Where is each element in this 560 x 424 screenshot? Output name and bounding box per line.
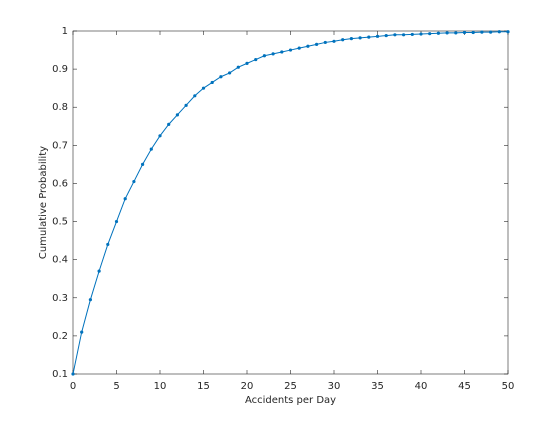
x-tick-label: 15 xyxy=(197,381,210,392)
point xyxy=(158,134,162,138)
y-tick-label: 0.1 xyxy=(52,369,68,380)
point xyxy=(210,80,214,85)
point xyxy=(254,57,258,62)
point xyxy=(506,30,510,34)
y-tick-label: 0.5 xyxy=(52,217,68,228)
y-tick-label: 0.3 xyxy=(52,293,68,304)
point xyxy=(471,30,475,35)
point xyxy=(419,32,423,36)
x-tick-label: 25 xyxy=(284,381,297,392)
x-tick-label: 0 xyxy=(70,381,76,392)
point xyxy=(393,33,397,37)
point xyxy=(375,34,380,38)
y-tick-label: 1 xyxy=(62,26,68,37)
y-tick-label: 0.7 xyxy=(52,140,68,151)
point xyxy=(315,42,319,46)
point xyxy=(497,30,501,34)
point xyxy=(323,40,327,45)
point xyxy=(297,46,301,50)
x-axis-label: Accidents per Day xyxy=(245,395,336,406)
point xyxy=(480,30,484,34)
point xyxy=(123,197,127,201)
point xyxy=(367,35,371,39)
point xyxy=(71,372,75,376)
point xyxy=(114,219,119,224)
point xyxy=(228,71,232,75)
x-tick-label: 40 xyxy=(415,381,428,392)
point xyxy=(428,32,432,36)
point xyxy=(88,298,92,302)
point xyxy=(106,242,110,247)
x-tick-label: 10 xyxy=(154,381,167,392)
point xyxy=(149,147,153,151)
point xyxy=(219,75,223,79)
point xyxy=(436,31,440,35)
point xyxy=(262,54,266,58)
point xyxy=(341,38,345,42)
x-tick-label: 5 xyxy=(113,381,119,392)
point xyxy=(80,330,84,334)
point xyxy=(141,162,145,166)
y-tick-label: 0.4 xyxy=(52,255,68,266)
point xyxy=(280,50,284,54)
point xyxy=(445,31,449,35)
point xyxy=(402,33,406,37)
point xyxy=(306,44,310,48)
x-tick-label: 35 xyxy=(371,381,384,392)
point xyxy=(454,31,458,35)
point xyxy=(288,48,293,52)
point xyxy=(193,94,197,98)
point xyxy=(349,37,353,41)
point xyxy=(175,113,179,117)
point xyxy=(132,179,136,184)
x-tick-label: 45 xyxy=(458,381,471,392)
point xyxy=(358,36,362,40)
point xyxy=(271,52,275,56)
point xyxy=(167,122,171,126)
y-axis-label: Cumulative Probability xyxy=(38,146,49,259)
point xyxy=(410,32,414,37)
x-tick-label: 20 xyxy=(241,381,254,392)
y-tick-label: 0.9 xyxy=(52,64,68,75)
point xyxy=(384,33,388,38)
point xyxy=(201,86,206,90)
point xyxy=(97,269,101,273)
point xyxy=(184,103,188,107)
y-tick-label: 0.2 xyxy=(52,331,68,342)
y-tick-label: 0.6 xyxy=(52,178,68,189)
x-tick-label: 50 xyxy=(502,381,515,392)
y-tick-label: 0.8 xyxy=(52,102,68,113)
point xyxy=(236,65,240,69)
point xyxy=(245,61,249,65)
x-tick-label: 30 xyxy=(328,381,341,392)
point xyxy=(462,30,467,35)
point xyxy=(332,39,336,43)
point xyxy=(489,30,493,34)
